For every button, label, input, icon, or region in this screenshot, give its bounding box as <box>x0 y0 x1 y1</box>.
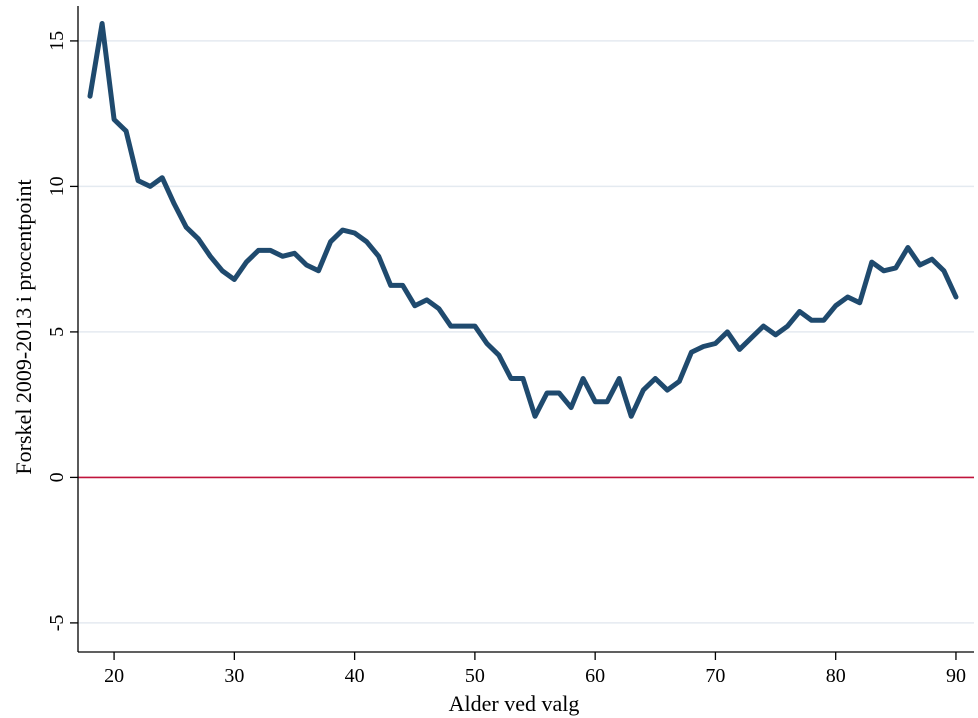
gridlines <box>78 40 974 624</box>
x-tick-label-90: 90 <box>946 665 966 687</box>
x-tick-label-40: 40 <box>345 665 365 687</box>
x-tick-label-80: 80 <box>826 665 846 687</box>
y-tick-label-10: 10 <box>46 176 68 196</box>
x-tick-label-50: 50 <box>465 665 485 687</box>
x-tick-label-60: 60 <box>585 665 605 687</box>
x-axis-label: Alder ved valg <box>449 691 580 716</box>
tick-labels: 20 30 40 50 60 70 80 90 -5 0 5 10 15 <box>46 31 966 687</box>
y-tick-label-0: 0 <box>46 472 68 482</box>
y-axis-label: Forskel 2009-2013 i procentpoint <box>11 179 36 474</box>
y-tick-label-5: 5 <box>46 327 68 337</box>
series-layer <box>87 21 959 419</box>
x-tick-label-20: 20 <box>104 665 124 687</box>
x-tick-label-70: 70 <box>705 665 725 687</box>
y-tick-label-15: 15 <box>46 31 68 51</box>
x-tick-label-30: 30 <box>224 665 244 687</box>
y-tick-label--5: -5 <box>46 615 68 632</box>
series-line-0 <box>87 21 959 419</box>
axes <box>70 6 974 660</box>
